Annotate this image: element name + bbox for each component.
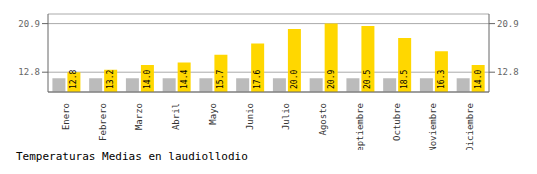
svg-text:14.0: 14.0 — [143, 70, 152, 89]
svg-text:17.6: 17.6 — [253, 70, 262, 89]
svg-text:Septiembre: Septiembre — [355, 103, 365, 150]
svg-text:20.9: 20.9 — [18, 19, 40, 29]
svg-text:20.5: 20.5 — [363, 70, 372, 89]
svg-text:Diciembre: Diciembre — [465, 103, 475, 150]
svg-text:Junio: Junio — [245, 103, 255, 130]
svg-text:Abril: Abril — [171, 103, 181, 130]
svg-text:Mayo: Mayo — [208, 103, 218, 125]
svg-text:14.4: 14.4 — [180, 70, 189, 89]
svg-text:18.5: 18.5 — [400, 70, 409, 89]
svg-text:20.0: 20.0 — [290, 70, 299, 89]
svg-text:13.2: 13.2 — [106, 70, 115, 89]
svg-text:Agosto: Agosto — [318, 103, 328, 136]
svg-text:15.7: 15.7 — [216, 70, 225, 89]
svg-text:12.8: 12.8 — [69, 70, 78, 89]
svg-text:Marzo: Marzo — [134, 103, 144, 130]
svg-text:Julio: Julio — [281, 103, 291, 130]
svg-text:Febrero: Febrero — [98, 103, 108, 141]
svg-text:20.9: 20.9 — [497, 19, 519, 29]
svg-text:12.8: 12.8 — [18, 67, 40, 77]
html-text:Temperaturas Medias en laudiol: Temperaturas Medias en laudiollodio — [16, 150, 248, 163]
svg-text:14.0: 14.0 — [474, 70, 483, 89]
svg-text:Noviembre: Noviembre — [428, 103, 438, 150]
svg-text:16.3: 16.3 — [437, 70, 446, 89]
svg-text:Octubre: Octubre — [392, 103, 402, 141]
svg-text:20.9: 20.9 — [327, 70, 336, 89]
svg-text:12.8: 12.8 — [497, 67, 519, 77]
svg-text:Enero: Enero — [61, 103, 71, 130]
